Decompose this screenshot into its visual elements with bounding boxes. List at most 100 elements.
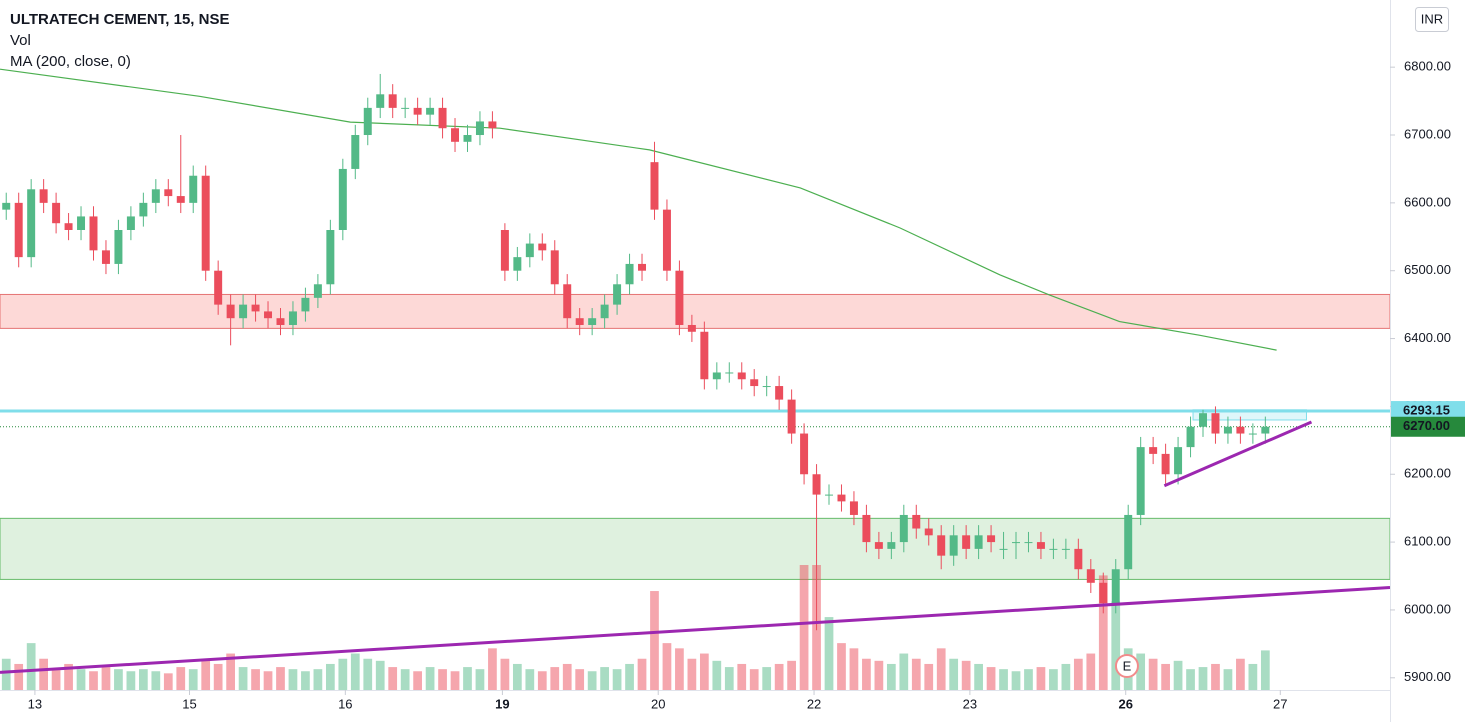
candle-body bbox=[1223, 426, 1232, 434]
candle-body bbox=[1199, 413, 1207, 427]
x-tick-label: 19 bbox=[495, 696, 509, 711]
candle-body bbox=[463, 135, 472, 142]
volume-bar bbox=[999, 669, 1008, 690]
trendline bbox=[1163, 420, 1313, 488]
volume-bar bbox=[724, 667, 734, 690]
candle-body bbox=[700, 331, 709, 380]
volume-bar bbox=[1186, 669, 1195, 690]
volume-bar bbox=[213, 663, 223, 690]
volume-bar bbox=[799, 565, 809, 690]
volume-bar bbox=[1248, 663, 1258, 690]
candle-body bbox=[451, 128, 460, 142]
volume-bar bbox=[862, 658, 871, 690]
volume-bar bbox=[1260, 650, 1270, 690]
candle-body bbox=[1024, 542, 1033, 544]
candle-body bbox=[675, 270, 684, 325]
candle-body bbox=[239, 304, 248, 319]
candle-body bbox=[887, 542, 896, 549]
y-tick-label: 5900.00 bbox=[1404, 669, 1451, 684]
candle-body bbox=[151, 189, 160, 203]
volume-bar bbox=[350, 653, 360, 690]
volume-bar bbox=[51, 669, 61, 690]
volume-bar bbox=[512, 663, 522, 690]
candle-body bbox=[264, 311, 273, 319]
volume-bar bbox=[699, 653, 709, 690]
volume-bar bbox=[899, 653, 909, 690]
volume-bar bbox=[1223, 669, 1233, 690]
volume-bar bbox=[375, 660, 385, 690]
candle-body bbox=[912, 514, 921, 529]
candle-body bbox=[214, 270, 223, 305]
volume-bar bbox=[737, 663, 747, 690]
volume-bar bbox=[64, 663, 73, 690]
candle-body bbox=[750, 379, 759, 387]
plot-area: E bbox=[0, 68, 1391, 690]
price-tag-label: 6270.00 bbox=[1403, 418, 1450, 433]
candle-body bbox=[787, 399, 796, 434]
zone bbox=[0, 293, 1391, 329]
volume-bar bbox=[1073, 658, 1083, 690]
volume-bar bbox=[712, 660, 722, 690]
volume-bar bbox=[101, 667, 111, 690]
candle-body bbox=[401, 107, 410, 109]
candle-body bbox=[899, 514, 908, 543]
candle-body bbox=[1211, 413, 1220, 434]
volume-bar bbox=[849, 648, 859, 690]
event-label: E bbox=[1123, 658, 1132, 673]
x-tick-label: 20 bbox=[651, 696, 665, 711]
volume-bar bbox=[1098, 575, 1108, 690]
volume-bar bbox=[400, 669, 410, 690]
currency-box[interactable] bbox=[1415, 7, 1449, 32]
candle-body bbox=[613, 284, 622, 305]
candle-body bbox=[52, 202, 61, 224]
candle-body bbox=[313, 284, 322, 298]
candle-body bbox=[1248, 433, 1257, 435]
currency[interactable]: INR bbox=[1421, 11, 1443, 26]
volume-bar bbox=[637, 658, 647, 690]
volume-bar bbox=[762, 667, 772, 690]
candle-body bbox=[164, 189, 173, 197]
volume-bar bbox=[911, 658, 921, 690]
candle-body bbox=[77, 216, 86, 230]
candle-body bbox=[550, 250, 559, 285]
volume-bar bbox=[1, 658, 11, 690]
candle-body bbox=[139, 202, 148, 217]
volume-bar bbox=[263, 671, 273, 690]
candle-body bbox=[500, 230, 509, 271]
candle-body bbox=[288, 311, 297, 325]
volume-bar bbox=[463, 667, 472, 690]
candle-body bbox=[650, 162, 659, 210]
candle-body bbox=[189, 175, 198, 203]
volume-bar bbox=[525, 669, 535, 690]
candle-body bbox=[1099, 582, 1108, 604]
volume-bar bbox=[39, 658, 48, 690]
volume-bar bbox=[139, 669, 148, 690]
volume-bar bbox=[575, 669, 585, 690]
candle-body bbox=[27, 189, 36, 258]
candle-body bbox=[924, 528, 933, 536]
volume-bar bbox=[238, 667, 248, 690]
candle-body bbox=[1161, 453, 1170, 475]
candle-body bbox=[338, 168, 347, 230]
candle-body bbox=[176, 196, 185, 203]
candle-body bbox=[775, 386, 784, 400]
candle-body bbox=[1149, 447, 1158, 454]
candle-body bbox=[825, 494, 834, 496]
y-tick-label: 6100.00 bbox=[1404, 534, 1451, 549]
volume-bar bbox=[924, 663, 934, 690]
candle-body bbox=[849, 501, 858, 515]
candle-body bbox=[588, 318, 597, 325]
y-tick-label: 6500.00 bbox=[1404, 262, 1451, 277]
candle-body bbox=[999, 548, 1008, 550]
candle-body bbox=[376, 94, 385, 108]
volume-bar bbox=[500, 658, 510, 690]
x-tick-label: 13 bbox=[28, 696, 42, 711]
volume-bar bbox=[600, 667, 609, 690]
price-tag-label: 6293.15 bbox=[1403, 402, 1450, 417]
zone bbox=[0, 517, 1391, 580]
volume-bar bbox=[363, 658, 373, 690]
volume-bar bbox=[176, 667, 186, 690]
candle-body bbox=[662, 209, 671, 271]
price-tag bbox=[1391, 416, 1465, 437]
volume-bar bbox=[949, 658, 959, 690]
